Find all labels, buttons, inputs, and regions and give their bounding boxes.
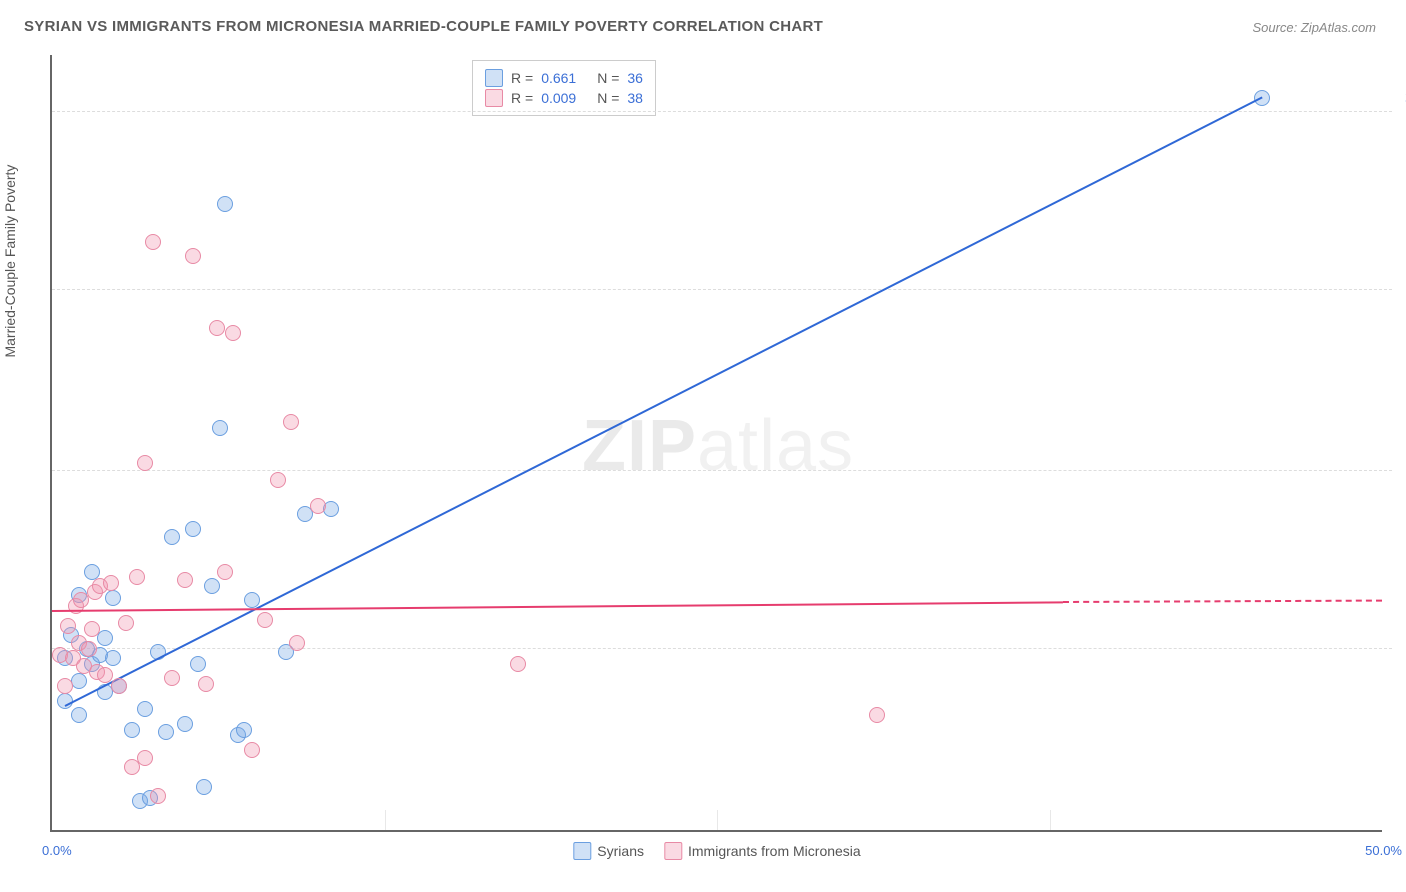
scatter-point [283,414,299,430]
stats-legend: R = 0.661 N = 36 R = 0.009 N = 38 [472,60,656,116]
scatter-point [177,716,193,732]
source-label: Source: ZipAtlas.com [1252,20,1376,35]
r-value: 0.661 [541,70,589,86]
legend-label: Immigrants from Micronesia [688,843,861,859]
scatter-point [97,630,113,646]
scatter-point [111,678,127,694]
n-value: 36 [627,70,643,86]
legend-swatch [485,69,503,87]
scatter-point [60,618,76,634]
scatter-point [217,196,233,212]
r-value: 0.009 [541,90,589,106]
scatter-point [190,656,206,672]
scatter-point [81,641,97,657]
scatter-point [158,724,174,740]
scatter-point [289,635,305,651]
gridline-horizontal [52,470,1392,471]
scatter-point [164,529,180,545]
scatter-point [869,707,885,723]
gridline-horizontal [52,289,1392,290]
scatter-point [137,455,153,471]
scatter-point [185,248,201,264]
regression-line [65,96,1263,706]
scatter-point [217,564,233,580]
scatter-point [97,667,113,683]
scatter-point [204,578,220,594]
scatter-point [209,320,225,336]
scatter-point [270,472,286,488]
r-label: R = [511,70,533,86]
scatter-point [212,420,228,436]
scatter-point [137,701,153,717]
n-label: N = [597,70,619,86]
x-tick-label: 50.0% [1365,843,1402,858]
scatter-point [105,590,121,606]
scatter-point [84,621,100,637]
scatter-point [164,670,180,686]
scatter-point [244,742,260,758]
scatter-point [124,722,140,738]
scatter-point [118,615,134,631]
gridline-vertical [385,810,386,830]
scatter-point [150,788,166,804]
regression-line [1063,600,1382,603]
y-axis-label: Married-Couple Family Poverty [2,165,18,358]
scatter-point [225,325,241,341]
scatter-point [137,750,153,766]
scatter-point [105,650,121,666]
plot-area: ZIPatlas R =0.661N =36R =0.009N =38 Syri… [50,55,1382,832]
stats-legend-row: R = 0.009 N = 38 [485,89,643,107]
scatter-point [310,498,326,514]
scatter-point [103,575,119,591]
legend-label: Syrians [597,843,644,859]
legend-swatch [573,842,591,860]
scatter-point [198,676,214,692]
r-label: R = [511,90,533,106]
scatter-point [185,521,201,537]
legend-swatch [485,89,503,107]
scatter-point [196,779,212,795]
legend-item: Syrians [573,842,644,860]
legend-item: Immigrants from Micronesia [664,842,861,860]
scatter-point [510,656,526,672]
gridline-horizontal [52,111,1392,112]
legend-swatch [664,842,682,860]
scatter-point [71,707,87,723]
regression-line [52,601,1063,612]
scatter-point [57,678,73,694]
scatter-point [129,569,145,585]
scatter-point [236,722,252,738]
chart-title: SYRIAN VS IMMIGRANTS FROM MICRONESIA MAR… [24,18,823,35]
n-label: N = [597,90,619,106]
stats-legend-row: R = 0.661 N = 36 [485,69,643,87]
n-value: 38 [627,90,643,106]
scatter-point [145,234,161,250]
x-tick-label: 0.0% [42,843,72,858]
gridline-vertical [717,810,718,830]
bottom-legend: Syrians Immigrants from Micronesia [573,842,860,860]
scatter-point [257,612,273,628]
watermark: ZIPatlas [582,405,854,487]
gridline-vertical [1050,810,1051,830]
gridline-horizontal [52,648,1392,649]
scatter-point [177,572,193,588]
